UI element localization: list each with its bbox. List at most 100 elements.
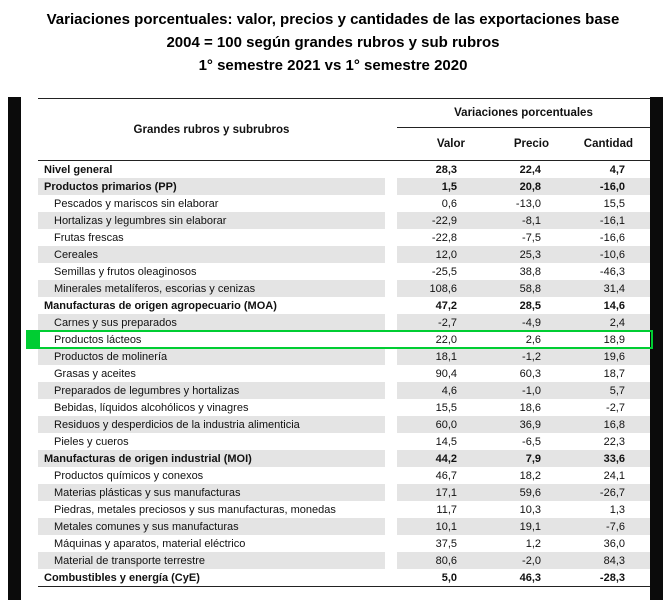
valor-cell: -25,5 <box>431 265 457 278</box>
cantidad-cell: -16,1 <box>599 214 625 227</box>
row-label: Combustibles y energía (CyE) <box>44 571 200 584</box>
cantidad-cell: -46,3 <box>599 265 625 278</box>
column-gap <box>385 416 397 433</box>
table-row: Productos primarios (PP) 1,5 20,8 -16,0 <box>38 178 650 195</box>
precio-cell: -6,5 <box>522 435 541 448</box>
cantidad-cell: 36,0 <box>603 537 625 550</box>
column-gap <box>385 382 397 399</box>
column-gap <box>385 229 397 246</box>
row-label: Bebidas, líquidos alcohólicos y vinagres <box>54 401 249 414</box>
row-label: Máquinas y aparatos, material eléctrico <box>54 537 246 550</box>
title-line-3: 1° semestre 2021 vs 1° semestre 2020 <box>198 57 468 74</box>
precio-cell: 38,8 <box>519 265 541 278</box>
table-row: Semillas y frutos oleaginosos -25,5 38,8 -4… <box>38 263 650 280</box>
column-header-precio: Precio <box>513 138 549 150</box>
valor-cell: 47,2 <box>435 299 457 312</box>
cantidad-cell: 22,3 <box>603 435 625 448</box>
table-row: Minerales metalíferos, escorias y ceniza… <box>38 280 650 297</box>
data-table: Grandes rubros y subrubros Variaciones p… <box>26 98 653 587</box>
valor-cell: 22,0 <box>435 333 457 346</box>
table-row: Productos lácteos 22,0 2,6 18,9 <box>26 330 653 349</box>
column-gap <box>385 535 397 552</box>
precio-cell: 58,8 <box>519 282 541 295</box>
valor-cell: 46,7 <box>435 469 457 482</box>
precio-cell: 7,9 <box>525 452 541 465</box>
precio-cell: 36,9 <box>519 418 541 431</box>
precio-cell: 22,4 <box>519 163 541 176</box>
column-gap <box>385 246 397 263</box>
column-gap <box>385 331 397 348</box>
valor-cell: 11,7 <box>436 503 457 516</box>
row-label: Frutas frescas <box>54 231 124 244</box>
cantidad-cell: -28,3 <box>599 571 625 584</box>
table-row: Hortalizas y legumbres sin elaborar -22,9… <box>38 212 650 229</box>
row-label: Piedras, metales preciosos y sus manufac… <box>54 503 336 516</box>
cantidad-cell: 14,6 <box>603 299 625 312</box>
valor-cell: 80,6 <box>435 554 457 567</box>
column-gap <box>385 569 397 586</box>
precio-cell: 18,2 <box>519 469 541 482</box>
row-label: Residuos y desperdicios de la industria … <box>54 418 300 431</box>
column-gap <box>385 501 397 518</box>
valor-cell: 28,3 <box>435 163 457 176</box>
table-row: Productos de molinería 18,1 -1,2 19,6 <box>38 348 650 365</box>
table-row: Productos químicos y conexos 46,7 18,2 24,1 <box>38 467 650 484</box>
precio-cell: -7,5 <box>522 231 541 244</box>
table-row: Material de transporte terrestre 80,6 -2,0… <box>38 552 650 569</box>
table-row: Frutas frescas -22,8 -7,5 -16,6 <box>38 229 650 246</box>
cantidad-cell: 19,6 <box>603 350 625 363</box>
table-row: Combustibles y energía (CyE) 5,0 46,3 -28,3 <box>38 569 650 586</box>
row-label: Productos de molinería <box>54 350 168 363</box>
column-gap <box>385 161 397 178</box>
cantidad-cell: 1,3 <box>609 503 625 516</box>
precio-cell: -1,2 <box>522 350 541 363</box>
column-gap <box>385 263 397 280</box>
precio-cell: 18,6 <box>519 401 541 414</box>
valor-cell: 90,4 <box>435 367 457 380</box>
row-label: Manufacturas de origen agropecuario (MOA… <box>44 299 277 312</box>
valor-cell: -2,7 <box>438 316 457 329</box>
cantidad-cell: 16,8 <box>603 418 625 431</box>
cantidad-cell: -16,0 <box>599 180 625 193</box>
valor-cell: -22,8 <box>431 231 457 244</box>
table-row: Metales comunes y sus manufacturas 10,1 19… <box>38 518 650 535</box>
valor-cell: 17,1 <box>435 486 457 499</box>
row-label: Metales comunes y sus manufacturas <box>54 520 239 533</box>
column-gap <box>385 348 397 365</box>
table-row: Bebidas, líquidos alcohólicos y vinagres… <box>38 399 650 416</box>
page-title: Variaciones porcentuales: valor, precios… <box>0 8 666 77</box>
column-gap <box>385 467 397 484</box>
row-label: Carnes y sus preparados <box>54 316 177 329</box>
row-label: Nivel general <box>44 163 113 176</box>
numeric-column-headers: Valor Precio Cantidad <box>397 128 650 160</box>
precio-cell: 19,1 <box>519 520 541 533</box>
title-line-1: Variaciones porcentuales: valor, precios… <box>46 11 620 28</box>
precio-cell: -8,1 <box>522 214 541 227</box>
valor-cell: 108,6 <box>429 282 457 295</box>
precio-cell: -4,9 <box>522 316 541 329</box>
table-row: Piedras, metales preciosos y sus manufac… <box>38 501 650 518</box>
column-gap <box>385 314 397 331</box>
span-header-variaciones: Variaciones porcentuales <box>397 99 650 128</box>
table-header: Grandes rubros y subrubros Variaciones p… <box>38 99 650 161</box>
table-row: Grasas y aceites 90,4 60,3 18,7 <box>38 365 650 382</box>
cantidad-cell: 4,7 <box>609 163 625 176</box>
cantidad-cell: 18,9 <box>603 333 625 346</box>
table-row: Pescados y mariscos sin elaborar 0,6 -13,0… <box>38 195 650 212</box>
table-row: Máquinas y aparatos, material eléctrico 3… <box>38 535 650 552</box>
cantidad-cell: 15,5 <box>603 197 625 210</box>
variaciones-header-group: Variaciones porcentuales Valor Precio Ca… <box>397 99 650 160</box>
valor-cell: 15,5 <box>435 401 457 414</box>
valor-cell: 0,6 <box>441 197 457 210</box>
valor-cell: -22,9 <box>431 214 457 227</box>
table-row: Pieles y cueros 14,5 -6,5 22,3 <box>38 433 650 450</box>
row-label: Productos químicos y conexos <box>54 469 204 482</box>
column-gap <box>385 365 397 382</box>
table-row: Carnes y sus preparados -2,7 -4,9 2,4 <box>38 314 650 331</box>
valor-cell: 1,5 <box>441 180 457 193</box>
valor-cell: 60,0 <box>435 418 457 431</box>
row-label: Pescados y mariscos sin elaborar <box>54 197 219 210</box>
column-gap <box>385 399 397 416</box>
cantidad-cell: 24,1 <box>603 469 625 482</box>
title-line-2: 2004 = 100 según grandes rubros y sub ru… <box>166 34 500 51</box>
